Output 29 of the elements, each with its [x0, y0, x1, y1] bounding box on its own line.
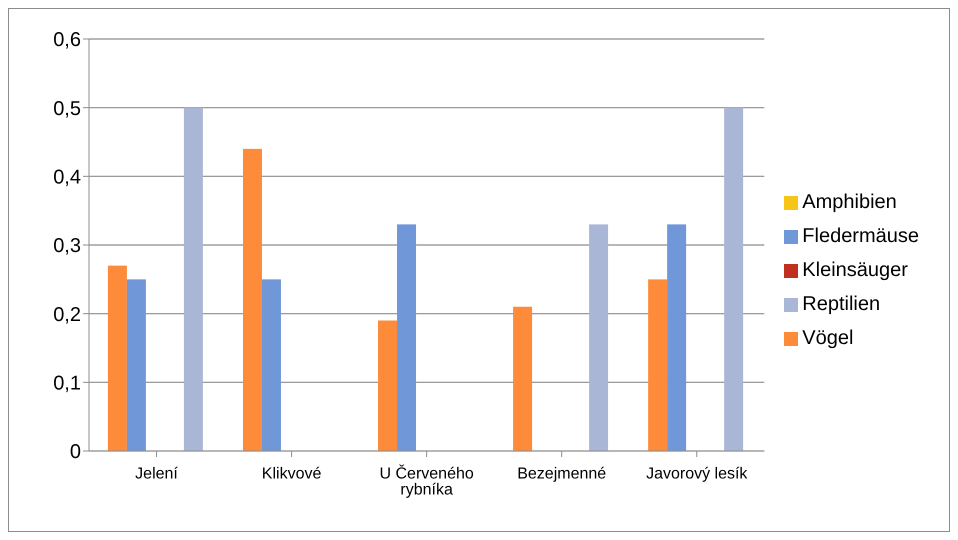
bar: [648, 279, 668, 451]
x-tick-label: Jelení: [135, 465, 178, 482]
legend-label: Reptilien: [802, 293, 880, 315]
y-tick-label: 0,5: [53, 98, 81, 120]
bar: [242, 148, 262, 451]
legend-label: Fledermäuse: [802, 225, 919, 247]
bar: [513, 306, 532, 451]
bar: [126, 279, 146, 451]
bar: [397, 224, 416, 451]
bar: [667, 224, 686, 451]
y-tick-label: 0,2: [53, 304, 81, 326]
x-tick-label: Bezejmenné: [517, 465, 606, 482]
y-tick-label: 0: [70, 441, 81, 464]
bar: [378, 320, 398, 451]
legend-label: Amphibien: [802, 191, 897, 213]
bar: [262, 279, 281, 451]
legend-label: Vögel: [802, 327, 854, 349]
y-tick-label: 0,3: [53, 235, 81, 258]
bar: [108, 266, 127, 451]
y-tick-label: 0,6: [53, 29, 81, 52]
legend-label: Kleinsäuger: [802, 259, 908, 281]
x-tick-label: Klikvové: [262, 465, 322, 482]
x-tick-label: U Červeného rybníka: [380, 464, 474, 498]
bar: [184, 108, 203, 451]
bar: [724, 108, 744, 451]
y-tick-label: 0,1: [53, 372, 81, 394]
y-tick-label: 0,4: [53, 166, 81, 188]
x-tick-label: Javorový lesík: [646, 465, 748, 482]
bar: [589, 224, 608, 451]
